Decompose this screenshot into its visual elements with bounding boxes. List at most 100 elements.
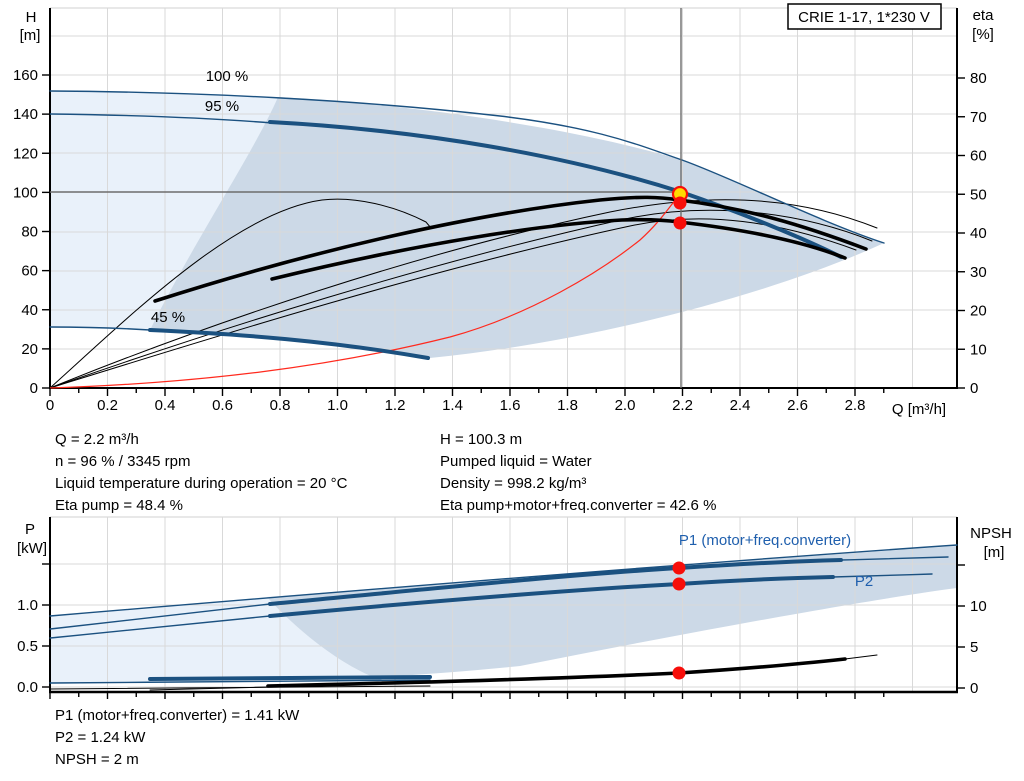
op-q: Q = 2.2 m³/h <box>55 431 139 448</box>
x-tick-label: 1.8 <box>557 397 578 414</box>
op-h: H = 100.3 m <box>440 431 523 448</box>
qh-curve-45pct-thin <box>49 326 151 331</box>
eta-curve-intermediate <box>49 209 873 389</box>
label-p1-curve: P1 (motor+freq.converter) <box>679 532 851 549</box>
x-axis-title: Q [m³/h] <box>892 401 946 418</box>
x-tick-label: 0.6 <box>212 397 233 414</box>
label-speed-100: 100 % <box>206 68 249 85</box>
pump-title-box <box>787 3 942 30</box>
x-tick-label: 0 <box>46 397 54 414</box>
p-axis-title: P <box>25 521 35 538</box>
p1-curve-lead-in <box>49 603 271 630</box>
p1-curve-100pct <box>49 544 958 617</box>
label-speed-45: 45 % <box>151 309 185 326</box>
npsh-tick-label: 10 <box>970 598 987 615</box>
top-chart-text: H [m] eta [%] Q [m³/h] 100 % 95 % 45 % C… <box>20 3 995 418</box>
qh-curve-duty-speed-bold <box>268 120 843 259</box>
npsh-curve-tail <box>844 654 878 660</box>
p1-curve-tail <box>840 556 949 561</box>
y2-tick-label: 0 <box>970 380 978 397</box>
label-p2-curve: P2 <box>855 573 873 590</box>
op-eta-total: Eta pump+motor+freq.converter = 42.6 % <box>440 497 717 514</box>
power-envelope-fill <box>267 546 957 677</box>
op-liquid: Pumped liquid = Water <box>440 453 592 470</box>
operating-point-text-right: H = 100.3 m Pumped liquid = Water Densit… <box>440 429 716 517</box>
npsh-curve-bold <box>266 657 847 688</box>
npsh-tick-label: 0 <box>970 680 978 697</box>
qh-curve-95pct <box>49 113 273 124</box>
x-tick-label: 0.4 <box>155 397 176 414</box>
p2-curve-bold <box>268 575 835 618</box>
p2-curve-lead-in <box>49 615 271 639</box>
op-temp: Liquid temperature during operation = 20… <box>55 475 348 492</box>
eta-total-curve-bold <box>270 217 847 281</box>
y2-tick-label: 30 <box>970 264 987 281</box>
y2-tick-label: 50 <box>970 186 987 203</box>
p-tick-label: 0.0 <box>17 679 38 696</box>
p1-curve-bold <box>268 558 843 606</box>
y-right-axis-title: eta <box>973 7 995 24</box>
npsh-axis-title: NPSH <box>970 525 1012 542</box>
y2-tick-label: 60 <box>970 148 987 165</box>
x-tick-label: 1.0 <box>327 397 348 414</box>
x-tick-label: 0.2 <box>97 397 118 414</box>
y-tick-label: 100 <box>13 184 38 201</box>
x-tick-label: 2.2 <box>672 397 693 414</box>
p1-duty-marker <box>672 561 686 575</box>
y2-tick-label: 70 <box>970 109 987 126</box>
x-tick-label: 0.8 <box>270 397 291 414</box>
y-tick-label: 140 <box>13 106 38 123</box>
npsh-duty-marker <box>672 666 686 680</box>
y-tick-label: 120 <box>13 145 38 162</box>
bottom-chart-text: P [kW] NPSH [m] P1 (motor+freq.converter… <box>17 521 1012 590</box>
x-tick-label: 2.6 <box>787 397 808 414</box>
y-tick-label: 0 <box>30 380 38 397</box>
chart-frames <box>49 7 958 694</box>
eta-total-marker <box>673 216 687 230</box>
p2-duty-marker <box>672 577 686 591</box>
result-npsh: NPSH = 2 m <box>55 751 139 768</box>
operating-envelope-fill <box>150 97 884 358</box>
y-left-axis-unit: [m] <box>20 27 41 44</box>
x-tick-label: 1.6 <box>500 397 521 414</box>
top-chart-curves <box>49 90 885 389</box>
label-speed-95: 95 % <box>205 98 239 115</box>
op-n: n = 96 % / 3345 rpm <box>55 453 191 470</box>
p-axis-unit: [kW] <box>17 540 47 557</box>
y-tick-label: 20 <box>21 341 38 358</box>
y-tick-label: 160 <box>13 67 38 84</box>
x-tick-label: 1.4 <box>442 397 463 414</box>
x-tick-label: 2.4 <box>730 397 751 414</box>
y2-tick-label: 20 <box>970 303 987 320</box>
result-p1: P1 (motor+freq.converter) = 1.41 kW <box>55 707 300 724</box>
y-right-axis-unit: [%] <box>972 26 994 43</box>
pump-title: CRIE 1-17, 1*230 V <box>798 9 930 26</box>
operating-point-text-left: Q = 2.2 m³/h n = 96 % / 3345 rpm Liquid … <box>55 429 347 517</box>
y-tick-label: 80 <box>21 224 38 241</box>
y2-tick-label: 40 <box>970 225 987 242</box>
x-tick-label: 1.2 <box>385 397 406 414</box>
eta-pump-marker <box>673 196 687 210</box>
results-text: P1 (motor+freq.converter) = 1.41 kW P2 =… <box>55 705 299 771</box>
result-p2: P2 = 1.24 kW <box>55 729 146 746</box>
npsh-tick-label: 5 <box>970 639 978 656</box>
npsh-curve-thin <box>149 686 269 691</box>
p-tick-label: 1.0 <box>17 597 38 614</box>
p-min-speed-thin <box>49 679 431 684</box>
npsh-axis-unit: [m] <box>984 544 1005 561</box>
qh-curve-100pct <box>49 90 885 244</box>
x-tick-label: 2.8 <box>845 397 866 414</box>
op-eta-pump: Eta pump = 48.4 % <box>55 497 183 514</box>
y-tick-label: 60 <box>21 263 38 280</box>
y-left-axis-title: H <box>26 9 37 26</box>
axis-ticks: 0 0.2 0.4 0.6 0.8 1.0 1.2 1.4 1.6 1.8 2.0 2.2 2.4 2.6… <box>13 67 987 699</box>
eta-pump-curve-bold <box>153 195 868 303</box>
power-range-fill-light <box>50 597 373 684</box>
p2-curve-tail <box>832 573 933 578</box>
y2-tick-label: 80 <box>970 70 987 87</box>
bottom-chart-curves <box>49 544 958 691</box>
control-curve-red <box>49 193 681 389</box>
p-tick-label: 0.5 <box>17 638 38 655</box>
